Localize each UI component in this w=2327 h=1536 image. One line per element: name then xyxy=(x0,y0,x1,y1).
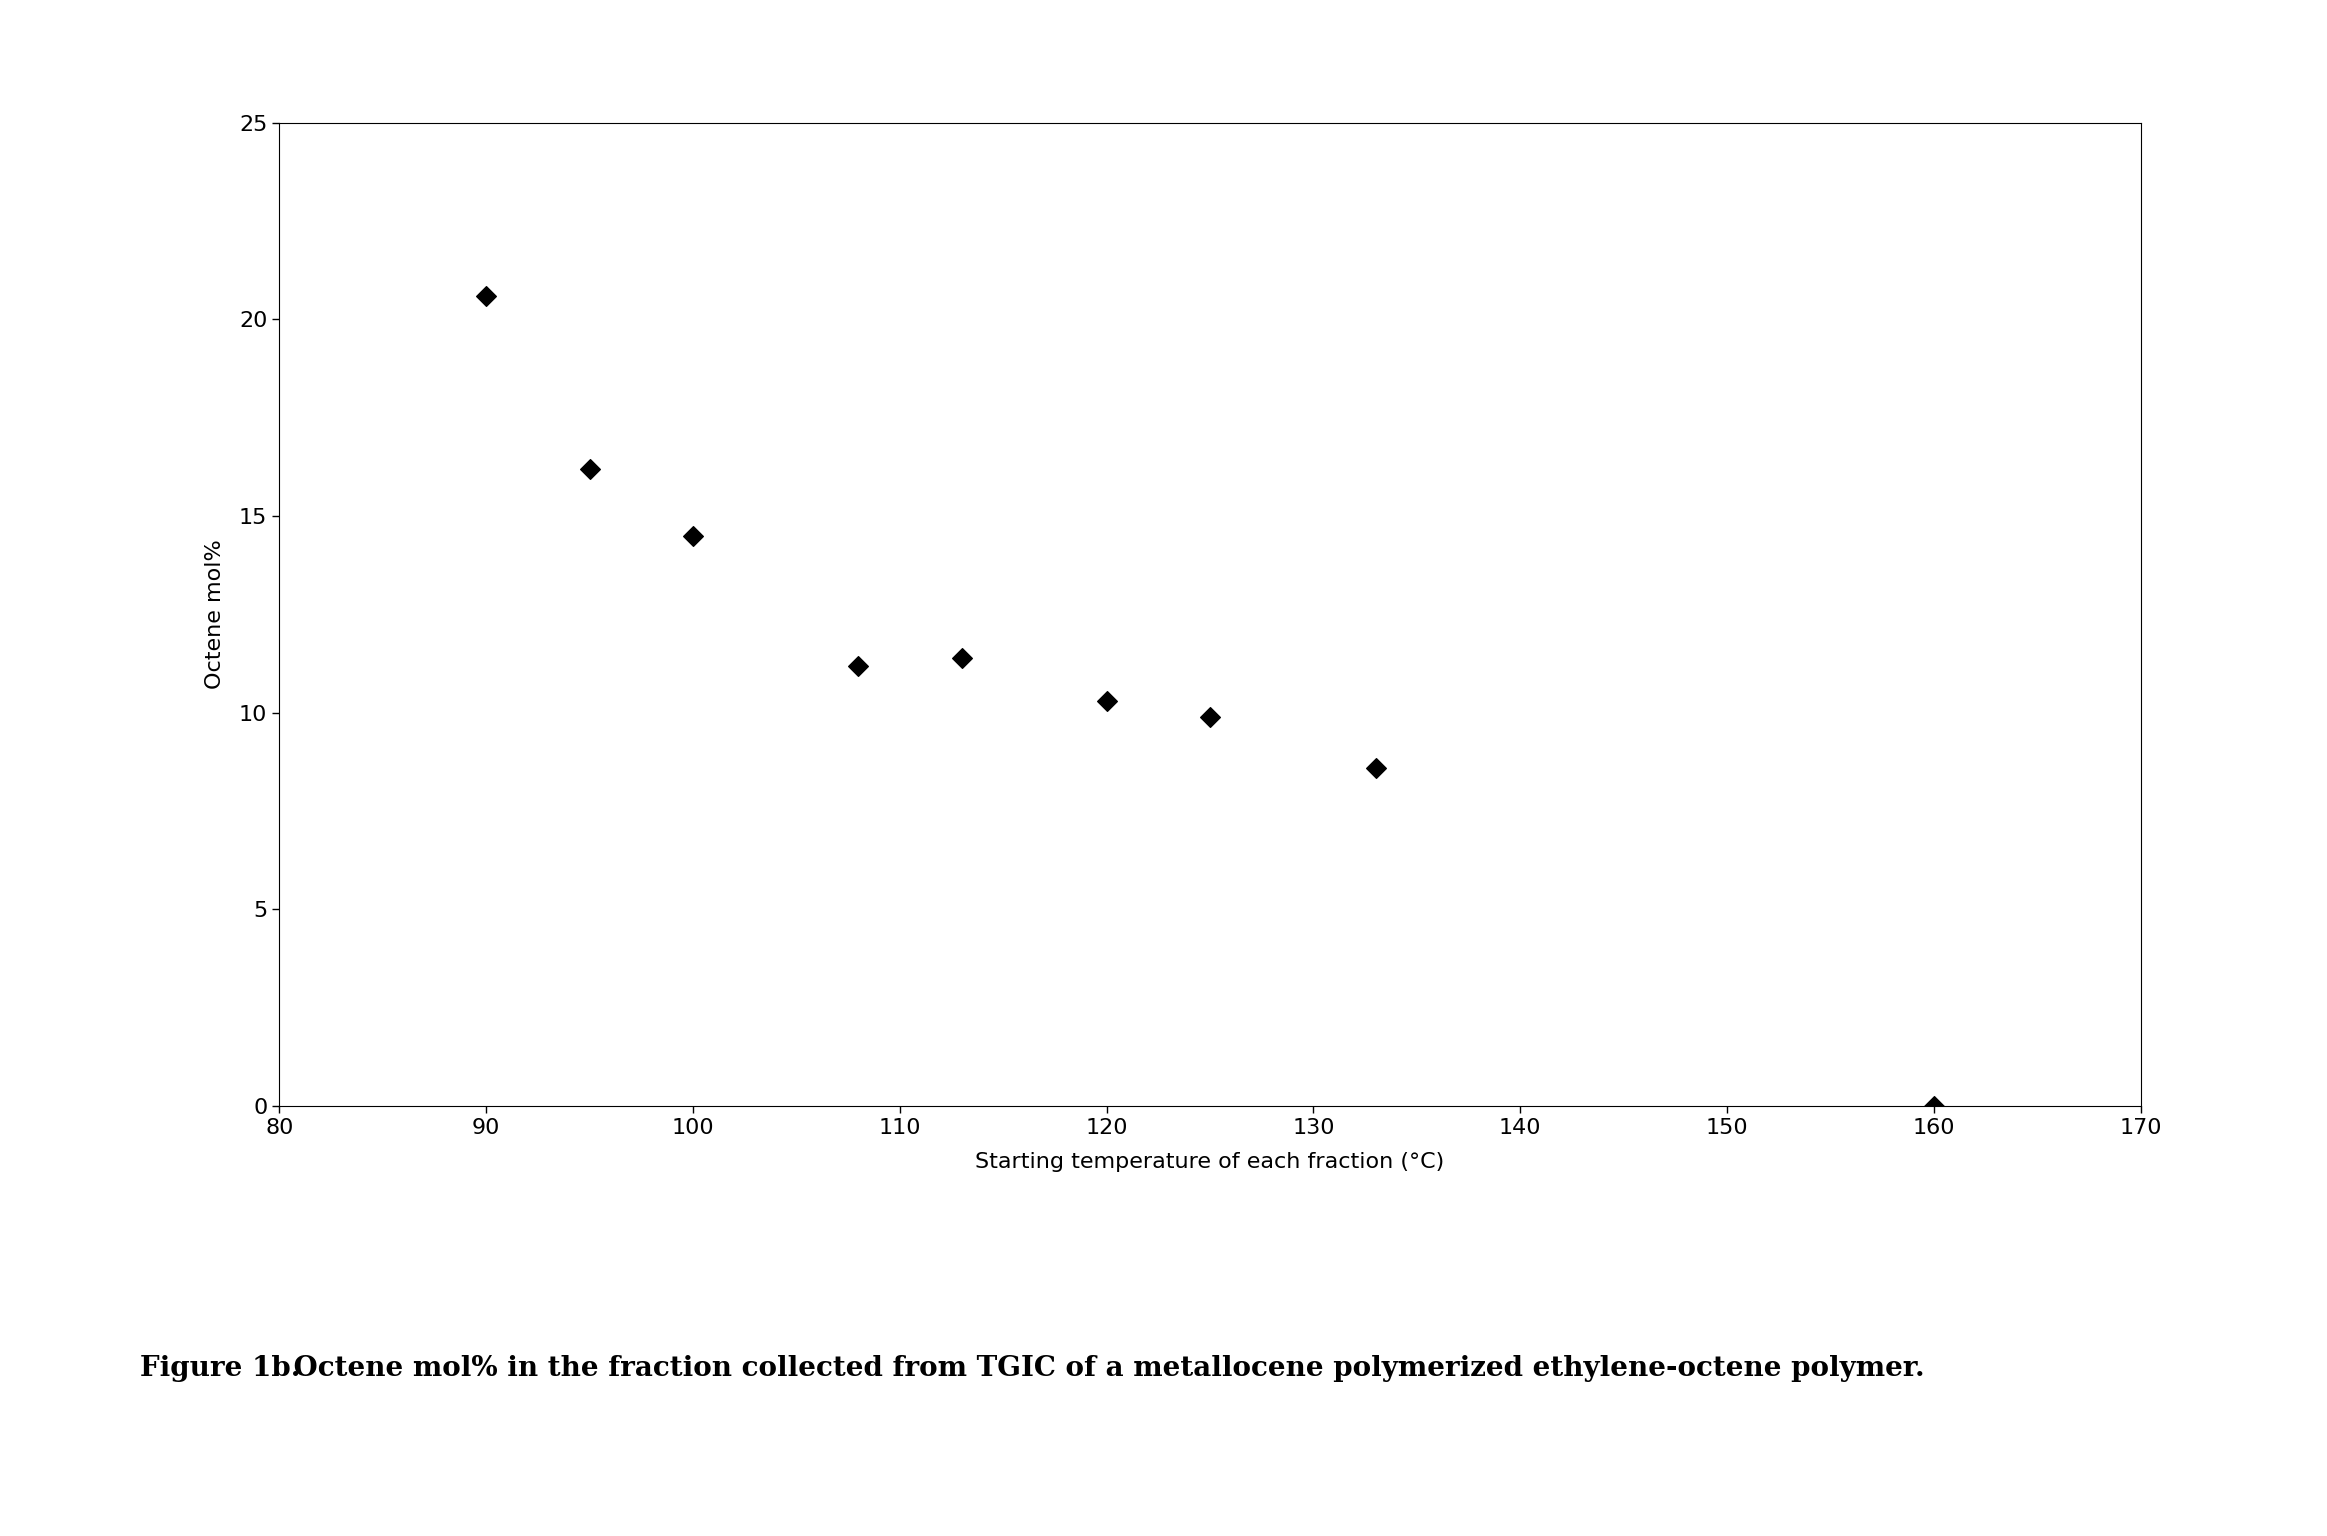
Text: Octene mol% in the fraction collected from TGIC of a metallocene polymerized eth: Octene mol% in the fraction collected fr… xyxy=(284,1355,1924,1382)
X-axis label: Starting temperature of each fraction (°C): Starting temperature of each fraction (°… xyxy=(975,1152,1445,1172)
Point xyxy=(1089,688,1126,713)
Point xyxy=(1191,705,1229,730)
Point xyxy=(1915,1094,1952,1118)
Point xyxy=(840,653,877,677)
Point xyxy=(675,524,712,548)
Text: Figure 1b.: Figure 1b. xyxy=(140,1355,300,1382)
Point xyxy=(942,645,980,670)
Point xyxy=(1357,756,1394,780)
Point xyxy=(570,456,607,481)
Y-axis label: Octene mol%: Octene mol% xyxy=(205,539,226,690)
Point xyxy=(468,284,505,309)
